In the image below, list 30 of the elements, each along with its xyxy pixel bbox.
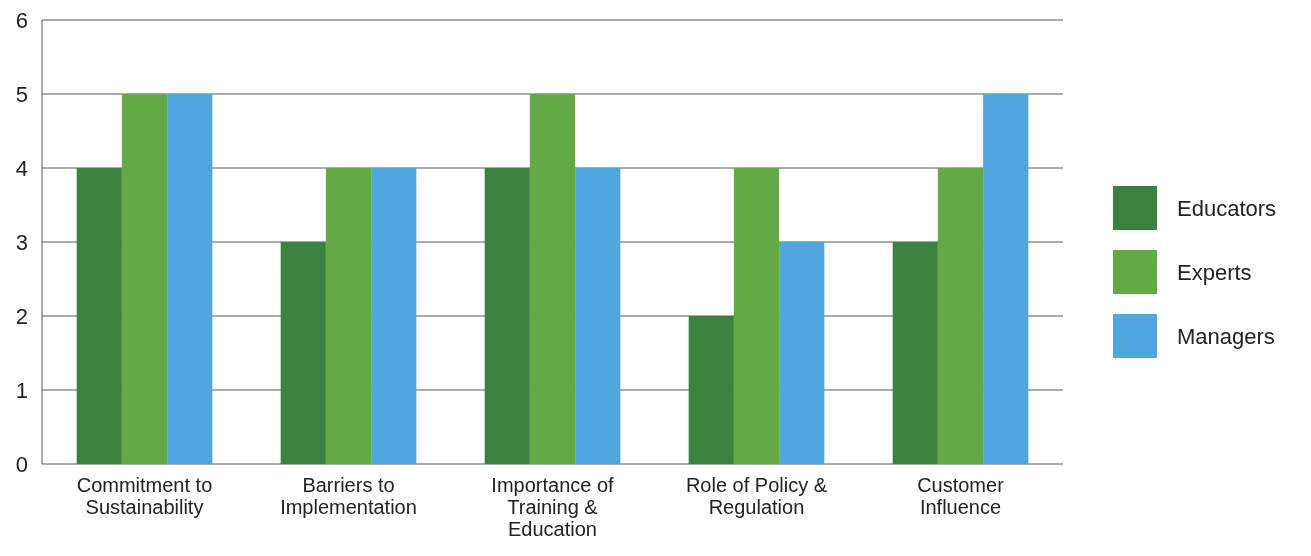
- y-tick-label: 5: [15, 81, 28, 107]
- bar: [484, 168, 530, 464]
- bar: [371, 168, 417, 464]
- bar: [76, 168, 122, 464]
- legend-label: Experts: [1177, 259, 1252, 285]
- bar: [892, 242, 938, 464]
- y-tick-label: 3: [15, 229, 28, 255]
- bar: [280, 242, 326, 464]
- bar: [575, 168, 621, 464]
- bar: [325, 168, 372, 464]
- bar: [167, 94, 213, 464]
- x-tick-label: Commitment to Sustainability: [76, 474, 213, 518]
- legend-label: Managers: [1177, 323, 1275, 349]
- bar: [688, 316, 734, 464]
- bar: [937, 168, 984, 464]
- y-tick-label: 4: [15, 155, 28, 181]
- x-tick-label: Role of Policy & Regulation: [685, 474, 828, 518]
- x-tick-label: Customer Influence: [917, 474, 1005, 518]
- y-tick-label: 2: [15, 303, 28, 329]
- y-tick-label: 1: [15, 377, 28, 403]
- y-tick-label: 0: [15, 451, 28, 477]
- legend-label: Educators: [1177, 195, 1277, 221]
- bar: [733, 168, 780, 464]
- bar: [121, 94, 168, 464]
- x-tick-label: Barriers to Implementation: [280, 474, 417, 518]
- bar: [983, 94, 1029, 464]
- y-tick-label: 6: [15, 7, 28, 33]
- bar: [779, 242, 825, 464]
- bar: [529, 94, 576, 464]
- x-tick-label: Importance of Training & Education: [491, 474, 615, 540]
